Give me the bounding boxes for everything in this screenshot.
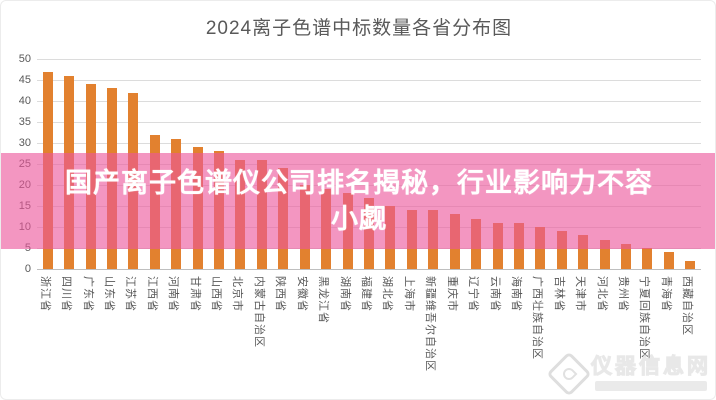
x-axis-label: 云南省 <box>488 276 501 312</box>
y-axis-tick-label: 45 <box>18 74 31 86</box>
x-axis-label: 天津市 <box>574 276 587 312</box>
x-axis-label: 江苏省 <box>124 276 137 312</box>
x-axis-label: 重庆市 <box>445 276 458 312</box>
x-axis-label: 广西壮族自治区 <box>531 276 544 360</box>
x-axis-label: 宁夏回族自治区 <box>638 276 651 360</box>
bar-河北省 <box>599 239 610 269</box>
y-axis-tick-label: 40 <box>18 95 31 107</box>
headline-banner: 国产离子色谱仪公司排名揭秘，行业影响力不容 小觑 <box>1 153 715 249</box>
watermark-subtext-bar <box>595 381 707 391</box>
headline-line-1: 国产离子色谱仪公司排名揭秘，行业影响力不容 <box>65 168 653 198</box>
gridline <box>37 269 701 270</box>
x-axis-label: 广东省 <box>81 276 94 312</box>
x-axis-label: 河北省 <box>595 276 608 312</box>
gridline <box>37 101 701 102</box>
x-axis-label: 内蒙古自治区 <box>252 276 265 348</box>
x-axis-label: 江西省 <box>145 276 158 312</box>
x-axis-label: 贵州省 <box>617 276 630 312</box>
x-axis-label: 湖南省 <box>338 276 351 312</box>
gridline <box>37 122 701 123</box>
watermark: 仪器信息网 <box>546 350 711 397</box>
y-axis-tick-label: 30 <box>18 137 31 149</box>
x-axis-label: 上海市 <box>402 276 415 312</box>
x-axis-label: 西藏自治区 <box>681 276 694 336</box>
y-axis-tick-label: 0 <box>24 263 31 275</box>
bar-吉林省 <box>556 231 567 269</box>
x-axis-label: 甘肃省 <box>188 276 201 312</box>
y-axis-tick-label: 35 <box>18 116 31 128</box>
x-axis-label: 河南省 <box>167 276 180 312</box>
bar-青海省 <box>663 252 674 269</box>
x-axis-label: 湖北省 <box>381 276 394 312</box>
gridline <box>37 80 701 81</box>
bar-西藏自治区 <box>685 260 696 269</box>
bar-天津市 <box>578 235 589 269</box>
x-axis-label: 浙江省 <box>38 276 51 312</box>
lotus-diamond-logo-icon <box>546 350 592 397</box>
x-axis-label: 海南省 <box>509 276 522 312</box>
x-axis-label: 青海省 <box>659 276 672 312</box>
x-axis-label: 福建省 <box>360 276 372 312</box>
gridline <box>37 59 701 60</box>
bar-贵州省 <box>621 243 632 269</box>
x-axis-label: 北京市 <box>231 276 244 312</box>
x-axis-label: 吉林省 <box>552 276 565 312</box>
page-title: 2024离子色谱中标数量各省分布图 <box>205 18 513 39</box>
bar-宁夏回族自治区 <box>642 248 653 269</box>
x-axis-label: 辽宁省 <box>467 276 480 312</box>
x-axis-label: 山西省 <box>210 276 223 312</box>
gridline <box>37 143 701 144</box>
x-axis-label: 安徽省 <box>295 276 308 312</box>
headline-line-2: 小觑 <box>331 204 387 234</box>
y-axis-tick-label: 50 <box>18 53 31 65</box>
x-axis-label: 山东省 <box>102 276 115 312</box>
x-axis-label: 陕西省 <box>274 276 287 312</box>
x-axis-label: 新疆维吾尔自治区 <box>424 276 437 372</box>
watermark-text-column: 仪器信息网 <box>591 355 711 391</box>
x-axis-label: 黑龙江省 <box>317 276 330 324</box>
x-axis-label: 四川省 <box>60 276 73 312</box>
